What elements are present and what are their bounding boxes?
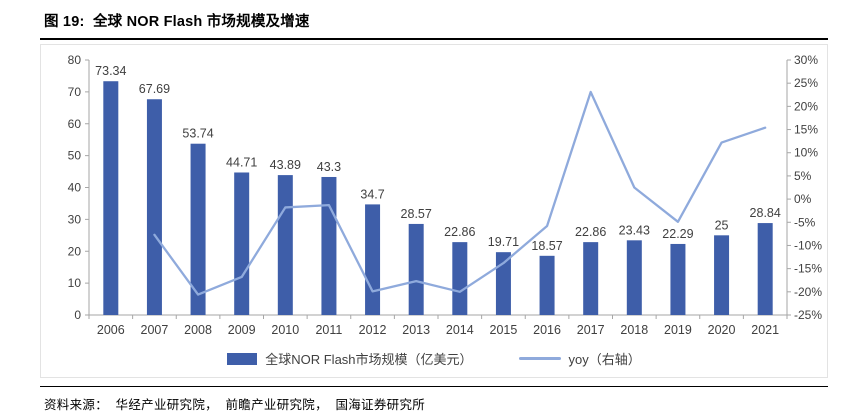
left-axis-tick-label: 50 [68, 149, 82, 163]
source-note: 资料来源： 华经产业研究院， 前瞻产业研究院， 国海证券研究所 [44, 398, 426, 412]
bar-2018 [626, 240, 642, 315]
bar-2014 [452, 242, 468, 315]
bar-2020 [714, 235, 730, 315]
bar-value-label-2015: 19.71 [488, 235, 519, 249]
bar-2017 [583, 242, 599, 315]
bar-2016 [539, 255, 555, 315]
left-axis-tick-label: 0 [74, 308, 81, 322]
x-axis-label-2008: 2008 [184, 323, 212, 337]
x-axis-label-2009: 2009 [228, 323, 256, 337]
bar-value-label-2018: 23.43 [619, 223, 650, 237]
x-axis-label-2015: 2015 [490, 323, 518, 337]
x-axis-label-2017: 2017 [577, 323, 605, 337]
bar-value-label-2008: 53.74 [182, 127, 213, 141]
bar-value-label-2007: 67.69 [139, 82, 170, 96]
x-axis-label-2007: 2007 [141, 323, 169, 337]
bar-value-label-2016: 18.57 [531, 239, 562, 253]
bar-2013 [408, 223, 424, 315]
right-axis-tick-label: 10% [794, 146, 818, 160]
figure-title-block: 图 19: 全球 NOR Flash 市场规模及增速 [40, 6, 828, 40]
right-axis-tick-label: -25% [794, 308, 822, 322]
source-block: 资料来源： 华经产业研究院， 前瞻产业研究院， 国海证券研究所 [40, 386, 828, 414]
bar-value-label-2011: 43.3 [317, 160, 341, 174]
x-axis-label-2018: 2018 [620, 323, 648, 337]
bar-value-label-2012: 34.7 [360, 187, 384, 201]
left-axis-tick-label: 60 [68, 117, 82, 131]
chart-legend: 全球NOR Flash市场规模（亿美元） yoy（右轴） [41, 349, 827, 368]
x-axis-label-2011: 2011 [315, 323, 342, 337]
x-axis-label-2016: 2016 [533, 323, 561, 337]
x-axis-label-2012: 2012 [359, 323, 387, 337]
bar-value-label-2006: 73.34 [95, 64, 126, 78]
bar-2010 [277, 175, 293, 315]
bar-series-swatch [227, 352, 258, 365]
bar-value-label-2014: 22.86 [444, 225, 475, 239]
x-axis-label-2014: 2014 [446, 323, 474, 337]
right-axis-tick-label: 5% [794, 169, 812, 183]
left-axis-tick-label: 30 [68, 212, 82, 226]
legend-item-line-series: yoy（右轴） [518, 349, 641, 368]
bar-value-label-2009: 44.71 [226, 155, 257, 169]
right-axis-tick-label: -5% [794, 215, 816, 229]
left-axis-tick-label: 20 [68, 244, 82, 258]
left-axis-tick-label: 40 [68, 181, 82, 195]
bar-value-label-2017: 22.86 [575, 225, 606, 239]
x-axis-label-2020: 2020 [708, 323, 736, 337]
yoy-line [153, 90, 767, 296]
bar-value-label-2020: 25 [715, 218, 729, 232]
bar-value-label-2010: 43.89 [270, 158, 301, 172]
right-axis-tick-label: 25% [794, 76, 818, 90]
right-axis-tick-label: 20% [794, 99, 818, 113]
left-axis-tick-label: 10 [68, 276, 82, 290]
line-series-label: yoy（右轴） [568, 352, 641, 367]
right-axis-tick-label: -10% [794, 238, 822, 252]
page-title: 图 19: 全球 NOR Flash 市场规模及增速 [44, 14, 310, 30]
bar-value-label-2019: 22.29 [662, 227, 693, 241]
x-axis-label-2010: 2010 [271, 323, 299, 337]
left-axis-tick-label: 70 [68, 85, 82, 99]
left-axis-tick-label: 80 [68, 53, 82, 67]
bar-2021 [757, 223, 773, 315]
legend-item-bar-series: 全球NOR Flash市场规模（亿美元） [227, 349, 473, 368]
bar-2006 [103, 81, 119, 315]
bar-2012 [365, 204, 381, 315]
bar-2015 [495, 252, 511, 315]
line-series-swatch [518, 357, 561, 360]
x-axis-label-2013: 2013 [402, 323, 430, 337]
x-axis-label-2019: 2019 [664, 323, 692, 337]
x-axis-label-2006: 2006 [97, 323, 125, 337]
bar-2019 [670, 243, 686, 315]
bar-2011 [321, 176, 337, 315]
bar-2008 [190, 143, 206, 315]
bar-series-label: 全球NOR Flash市场规模（亿美元） [265, 352, 473, 367]
chart-svg: 0 10 20 30 40 50 60 70 80 -25% -20% -15% -10% -5% 0% 5%… [68, 53, 823, 337]
bar-2007 [146, 99, 162, 315]
bar-2009 [234, 172, 250, 315]
bar-value-label-2021: 28.84 [750, 206, 781, 220]
right-axis-tick-label: 30% [794, 53, 818, 67]
bar-value-label-2013: 28.57 [401, 207, 432, 221]
x-axis-label-2021: 2021 [751, 323, 779, 337]
right-axis-tick-label: 15% [794, 123, 818, 137]
chart-container: 0 10 20 30 40 50 60 70 80 -25% -20% -15% -10% -5% 0% 5%… [40, 44, 828, 378]
right-axis-tick-label: -20% [794, 285, 822, 299]
right-axis-tick-label: 0% [794, 192, 812, 206]
right-axis-tick-label: -15% [794, 262, 822, 276]
